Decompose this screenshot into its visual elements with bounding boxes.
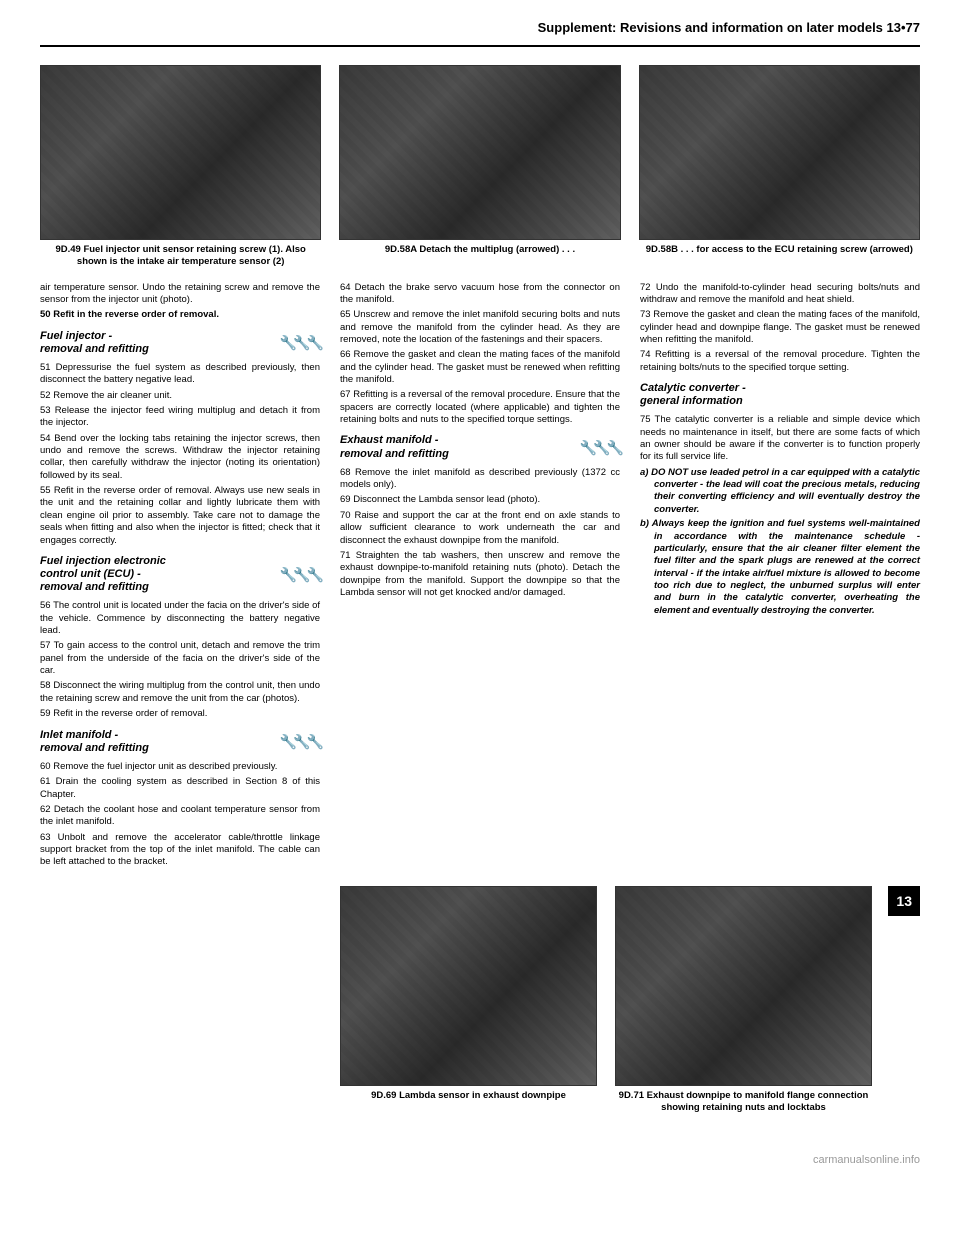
figure-caption: 9D.58B . . . for access to the ECU retai… — [639, 244, 920, 256]
body-text: 50 Refit in the reverse order of removal… — [40, 309, 320, 321]
figure-image — [639, 65, 920, 240]
body-text: 73 Remove the gasket and clean the matin… — [640, 309, 920, 346]
heading-text: Catalytic converter -general information — [640, 382, 746, 407]
watermark: carmanualsonline.info — [40, 1153, 920, 1167]
body-text: 72 Undo the manifold-to-cylinder head se… — [640, 282, 920, 307]
heading-text: Fuel injector -removal and refitting — [40, 330, 149, 355]
list-item: a) DO NOT use leaded petrol in a car equ… — [640, 467, 920, 516]
body-text: 70 Raise and support the car at the fron… — [340, 510, 620, 547]
page-tab: 13 — [888, 886, 920, 916]
figure-image — [339, 65, 620, 240]
body-text: air temperature sensor. Undo the retaini… — [40, 282, 320, 307]
warning-list: a) DO NOT use leaded petrol in a car equ… — [640, 467, 920, 617]
section-heading-inlet-manifold: Inlet manifold -removal and refitting 🔧🔧… — [40, 729, 320, 755]
section-heading-ecu: Fuel injection electroniccontrol unit (E… — [40, 555, 320, 595]
column-1: air temperature sensor. Undo the retaini… — [40, 282, 320, 872]
figure-caption: 9D.71 Exhaust downpipe to manifold flang… — [615, 1090, 872, 1114]
difficulty-icon: 🔧🔧🔧 — [280, 566, 320, 583]
page-tab-container: 13 — [890, 886, 920, 1114]
body-text: 64 Detach the brake servo vacuum hose fr… — [340, 282, 620, 307]
heading-text: Inlet manifold -removal and refitting — [40, 729, 149, 754]
top-figure-row: 9D.49 Fuel injector unit sensor retainin… — [40, 65, 920, 268]
body-text: 62 Detach the coolant hose and coolant t… — [40, 804, 320, 829]
body-text: 58 Disconnect the wiring multiplug from … — [40, 680, 320, 705]
figure-9d49: 9D.49 Fuel injector unit sensor retainin… — [40, 65, 321, 268]
body-text: 63 Unbolt and remove the accelerator cab… — [40, 832, 320, 869]
body-text: 74 Refitting is a reversal of the remova… — [640, 349, 920, 374]
figure-9d69: 9D.69 Lambda sensor in exhaust downpipe — [340, 886, 597, 1114]
figure-9d58a: 9D.58A Detach the multiplug (arrowed) . … — [339, 65, 620, 268]
heading-text: Exhaust manifold -removal and refitting — [340, 434, 449, 459]
body-text: 68 Remove the inlet manifold as describe… — [340, 467, 620, 492]
column-3: 72 Undo the manifold-to-cylinder head se… — [640, 282, 920, 872]
body-text: 56 The control unit is located under the… — [40, 600, 320, 637]
body-text: 55 Refit in the reverse order of removal… — [40, 485, 320, 547]
body-text: 53 Release the injector feed wiring mult… — [40, 405, 320, 430]
figure-image — [40, 65, 321, 240]
figure-9d71: 9D.71 Exhaust downpipe to manifold flang… — [615, 886, 872, 1114]
figure-caption: 9D.58A Detach the multiplug (arrowed) . … — [339, 244, 620, 256]
column-2: 64 Detach the brake servo vacuum hose fr… — [340, 282, 620, 872]
body-text: 51 Depressurise the fuel system as descr… — [40, 362, 320, 387]
figure-image — [340, 886, 597, 1086]
text-columns: air temperature sensor. Undo the retaini… — [40, 282, 920, 872]
figure-image — [615, 886, 872, 1086]
body-text: 67 Refitting is a reversal of the remova… — [340, 389, 620, 426]
page-header: Supplement: Revisions and information on… — [40, 20, 920, 47]
body-text: 69 Disconnect the Lambda sensor lead (ph… — [340, 494, 620, 506]
body-text: 61 Drain the cooling system as described… — [40, 776, 320, 801]
section-heading-catalytic: Catalytic converter -general information — [640, 382, 920, 408]
body-text: 57 To gain access to the control unit, d… — [40, 640, 320, 677]
figure-caption: 9D.49 Fuel injector unit sensor retainin… — [40, 244, 321, 268]
body-text: 60 Remove the fuel injector unit as desc… — [40, 761, 320, 773]
section-heading-exhaust-manifold: Exhaust manifold -removal and refitting … — [340, 434, 620, 460]
difficulty-icon: 🔧🔧🔧 — [280, 733, 320, 750]
body-text: 71 Straighten the tab washers, then unsc… — [340, 550, 620, 599]
body-text: 52 Remove the air cleaner unit. — [40, 390, 320, 402]
difficulty-icon: 🔧🔧🔧 — [580, 439, 620, 456]
section-heading-fuel-injector: Fuel injector -removal and refitting 🔧🔧🔧 — [40, 330, 320, 356]
difficulty-icon: 🔧🔧🔧 — [280, 334, 320, 351]
list-item: b) Always keep the ignition and fuel sys… — [640, 518, 920, 617]
body-text: 59 Refit in the reverse order of removal… — [40, 708, 320, 720]
figure-caption: 9D.69 Lambda sensor in exhaust downpipe — [340, 1090, 597, 1102]
body-text: 75 The catalytic converter is a reliable… — [640, 414, 920, 463]
body-text: 65 Unscrew and remove the inlet manifold… — [340, 309, 620, 346]
heading-text: Fuel injection electroniccontrol unit (E… — [40, 555, 166, 593]
bottom-figure-row: 9D.69 Lambda sensor in exhaust downpipe … — [340, 886, 920, 1114]
body-text: 54 Bend over the locking tabs retaining … — [40, 433, 320, 482]
figure-9d58b: 9D.58B . . . for access to the ECU retai… — [639, 65, 920, 268]
body-text: 66 Remove the gasket and clean the matin… — [340, 349, 620, 386]
